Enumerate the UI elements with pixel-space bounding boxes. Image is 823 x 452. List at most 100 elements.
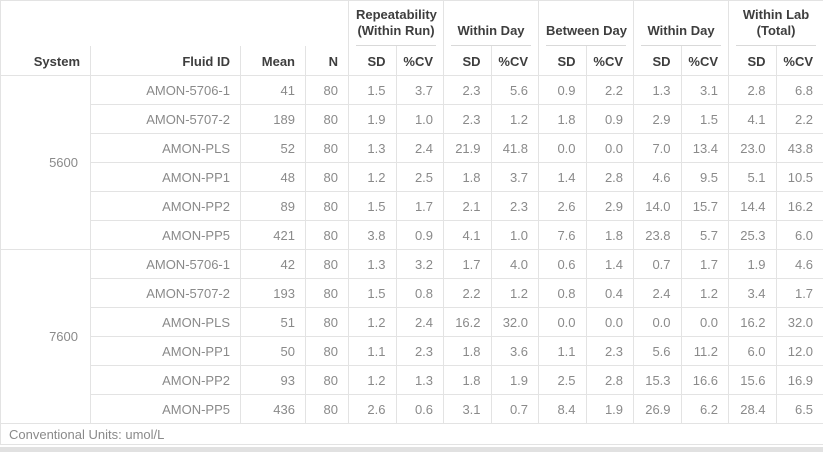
column-group-label: Within Day (647, 22, 715, 38)
cv-cell: 16.6 (680, 365, 730, 395)
mean-cell: 50 (240, 336, 306, 366)
table-row: AMON-PP2 93 80 1.2 1.3 1.8 1.9 2.5 2.8 15.3 16.6 15… (1, 365, 823, 395)
column-header-system: System (0, 45, 91, 76)
fluid-id-cell: AMON-PP1 (90, 336, 241, 366)
sd-cell: 1.3 (348, 133, 397, 163)
cv-cell: 1.7 (775, 278, 823, 308)
column-header-cv-within-day-1: %CV (490, 45, 540, 76)
sd-cell: 0.0 (538, 133, 587, 163)
cv-cell: 2.5 (395, 162, 445, 192)
n-cell: 80 (305, 336, 349, 366)
table-row: AMON-PLS 51 80 1.2 2.4 16.2 32.0 0.0 0.0 0.0 0.0 16… (1, 307, 823, 337)
table-row: AMON-PP2 89 80 1.5 1.7 2.1 2.3 2.6 2.9 14.0 15.7 14… (1, 191, 823, 221)
column-header-sd-within-day-1: SD (443, 45, 492, 76)
sd-cell: 5.6 (633, 336, 682, 366)
table-body: 5600 AMON-5706-1 41 80 1.5 3.7 2.3 5.6 0.9 2.2 1.3… (0, 75, 823, 424)
n-cell: 80 (305, 365, 349, 395)
sd-cell: 3.8 (348, 220, 397, 250)
sd-cell: 7.0 (633, 133, 682, 163)
fluid-id-cell: AMON-PLS (90, 307, 241, 337)
column-header-cv-repeatability: %CV (395, 45, 445, 76)
n-cell: 80 (305, 133, 349, 163)
table-row: AMON-PP1 48 80 1.2 2.5 1.8 3.7 1.4 2.8 4.6 9.5 5.1 1… (1, 162, 823, 192)
column-group-label: Repeatability (356, 6, 437, 22)
sd-cell: 1.1 (348, 336, 397, 366)
column-header-row: System Fluid ID Mean N SD %CV SD %CV SD … (0, 45, 823, 76)
column-group-header-row: Repeatability (Within Run) Within Day Be… (0, 0, 823, 46)
cv-cell: 1.9 (585, 394, 635, 424)
sd-cell: 23.0 (728, 133, 777, 163)
mean-cell: 189 (240, 104, 306, 134)
cv-cell: 1.5 (680, 104, 730, 134)
sd-cell: 1.5 (348, 191, 397, 221)
cv-cell: 1.4 (585, 249, 635, 279)
cv-cell: 41.8 (490, 133, 540, 163)
cv-cell: 1.2 (490, 278, 540, 308)
cv-cell: 2.4 (395, 133, 445, 163)
table-row: AMON-5707-2 189 80 1.9 1.0 2.3 1.2 1.8 0.9 2.9 1.5… (1, 104, 823, 134)
cv-cell: 1.9 (490, 365, 540, 395)
sd-cell: 1.5 (348, 75, 397, 105)
sd-cell: 1.8 (443, 365, 492, 395)
column-header-cv-within-day-2: %CV (680, 45, 730, 76)
sd-cell: 2.9 (633, 104, 682, 134)
sd-cell: 0.0 (633, 307, 682, 337)
cv-cell: 1.2 (680, 278, 730, 308)
sd-cell: 4.1 (728, 104, 777, 134)
cv-cell: 3.2 (395, 249, 445, 279)
sd-cell: 28.4 (728, 394, 777, 424)
sd-cell: 2.5 (538, 365, 587, 395)
fluid-id-cell: AMON-PLS (90, 133, 241, 163)
fluid-id-cell: AMON-PP5 (90, 220, 241, 250)
column-header-sd-within-day-2: SD (633, 45, 682, 76)
cv-cell: 4.0 (490, 249, 540, 279)
n-cell: 80 (305, 75, 349, 105)
column-header-sd-between-day: SD (538, 45, 587, 76)
sd-cell: 1.1 (538, 336, 587, 366)
sd-cell: 4.6 (633, 162, 682, 192)
cv-cell: 1.0 (395, 104, 445, 134)
cv-cell: 32.0 (775, 307, 823, 337)
cv-cell: 2.2 (775, 104, 823, 134)
cv-cell: 6.2 (680, 394, 730, 424)
cv-cell: 3.1 (680, 75, 730, 105)
column-header-fluid-id: Fluid ID (90, 45, 241, 76)
n-cell: 80 (305, 249, 349, 279)
n-cell: 80 (305, 278, 349, 308)
sd-cell: 14.4 (728, 191, 777, 221)
bottom-scrollbar-track[interactable] (0, 447, 823, 452)
cv-cell: 2.8 (585, 162, 635, 192)
fluid-id-cell: AMON-PP5 (90, 394, 241, 424)
sd-cell: 1.8 (538, 104, 587, 134)
mean-cell: 89 (240, 191, 306, 221)
mean-cell: 93 (240, 365, 306, 395)
sd-cell: 14.0 (633, 191, 682, 221)
cv-cell: 1.2 (490, 104, 540, 134)
cv-cell: 15.7 (680, 191, 730, 221)
sd-cell: 15.3 (633, 365, 682, 395)
cv-cell: 1.7 (680, 249, 730, 279)
cv-cell: 12.0 (775, 336, 823, 366)
cv-cell: 0.0 (585, 307, 635, 337)
cv-cell: 3.7 (490, 162, 540, 192)
sd-cell: 2.4 (633, 278, 682, 308)
sd-cell: 7.6 (538, 220, 587, 250)
sd-cell: 1.7 (443, 249, 492, 279)
n-cell: 80 (305, 162, 349, 192)
column-group-label-line2: (Total) (756, 22, 796, 38)
cv-cell: 5.7 (680, 220, 730, 250)
sd-cell: 3.4 (728, 278, 777, 308)
sd-cell: 25.3 (728, 220, 777, 250)
column-group-label-line2: (Within Run) (357, 22, 435, 38)
fluid-id-cell: AMON-5707-2 (90, 278, 241, 308)
cv-cell: 10.5 (775, 162, 823, 192)
table-row: AMON-PP5 421 80 3.8 0.9 4.1 1.0 7.6 1.8 23.8 5.7 25… (1, 220, 823, 250)
sd-cell: 15.6 (728, 365, 777, 395)
n-cell: 80 (305, 104, 349, 134)
sd-cell: 2.1 (443, 191, 492, 221)
mean-cell: 42 (240, 249, 306, 279)
sd-cell: 2.8 (728, 75, 777, 105)
sd-cell: 1.2 (348, 307, 397, 337)
fluid-id-cell: AMON-PP2 (90, 191, 241, 221)
